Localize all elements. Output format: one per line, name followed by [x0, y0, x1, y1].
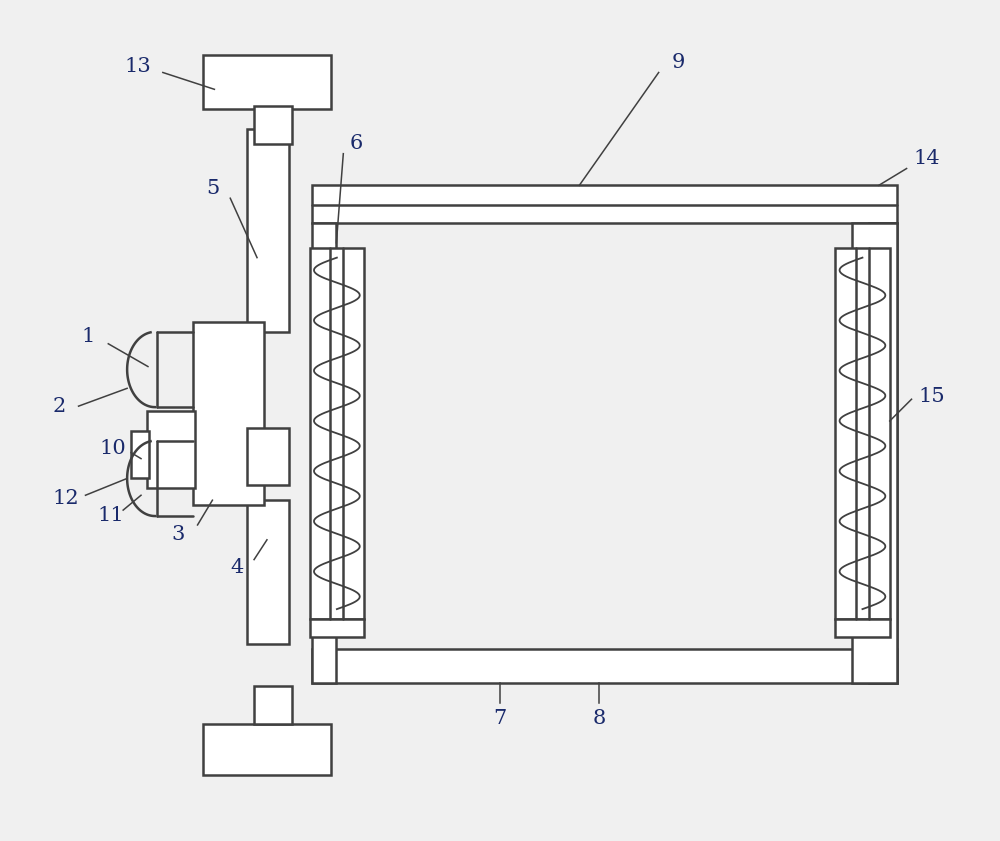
Bar: [254, 106, 292, 144]
Bar: [247, 129, 289, 332]
Bar: [835, 248, 890, 619]
Bar: [312, 185, 897, 223]
Text: 3: 3: [171, 526, 184, 544]
Bar: [852, 223, 897, 684]
Text: 10: 10: [100, 439, 127, 458]
Bar: [203, 55, 331, 109]
Text: 2: 2: [52, 397, 65, 415]
Text: 9: 9: [672, 53, 685, 72]
Text: 1: 1: [82, 327, 95, 346]
Bar: [193, 322, 264, 505]
Bar: [310, 248, 364, 619]
Text: 5: 5: [206, 179, 219, 198]
Bar: [312, 648, 897, 684]
Text: 11: 11: [98, 505, 125, 525]
Text: 4: 4: [231, 558, 244, 577]
Bar: [247, 500, 289, 643]
Bar: [131, 431, 149, 479]
Bar: [247, 428, 289, 485]
Text: 8: 8: [593, 708, 606, 727]
Bar: [312, 223, 336, 684]
Text: 13: 13: [125, 57, 151, 76]
Text: 12: 12: [52, 489, 79, 508]
Text: 15: 15: [918, 387, 945, 405]
Text: 14: 14: [913, 149, 940, 168]
Bar: [254, 686, 292, 724]
Bar: [869, 223, 897, 684]
Bar: [310, 619, 364, 637]
Bar: [147, 411, 195, 489]
Bar: [835, 619, 890, 637]
Bar: [203, 724, 331, 775]
Text: 6: 6: [350, 135, 363, 153]
Text: 7: 7: [493, 708, 507, 727]
